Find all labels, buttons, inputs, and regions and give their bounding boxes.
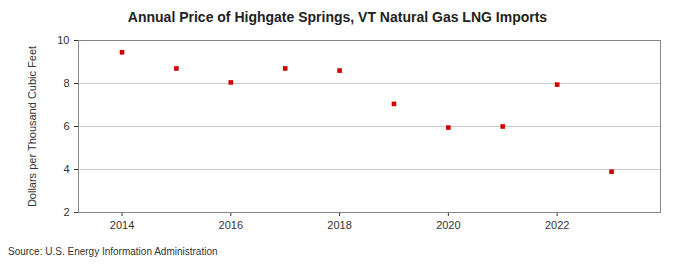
svg-text:2018: 2018 (327, 219, 351, 231)
svg-text:2: 2 (63, 206, 69, 218)
html-text:Source: U.S. Energy Informatio: Source: U.S. Energy Information Administ… (8, 246, 218, 257)
svg-text:2014: 2014 (110, 219, 134, 231)
svg-text:6: 6 (63, 120, 69, 132)
svg-text:Dollars per Thousand Cubic Fee: Dollars per Thousand Cubic Feet (26, 46, 38, 207)
svg-text:10: 10 (57, 34, 69, 46)
svg-text:2020: 2020 (436, 219, 460, 231)
svg-text:2016: 2016 (219, 219, 243, 231)
svg-text:4: 4 (63, 163, 69, 175)
svg-text:2022: 2022 (545, 219, 569, 231)
svg-text:8: 8 (63, 77, 69, 89)
html-text:Annual Price of Highgate Sprin: Annual Price of Highgate Springs, VT Nat… (127, 9, 548, 25)
